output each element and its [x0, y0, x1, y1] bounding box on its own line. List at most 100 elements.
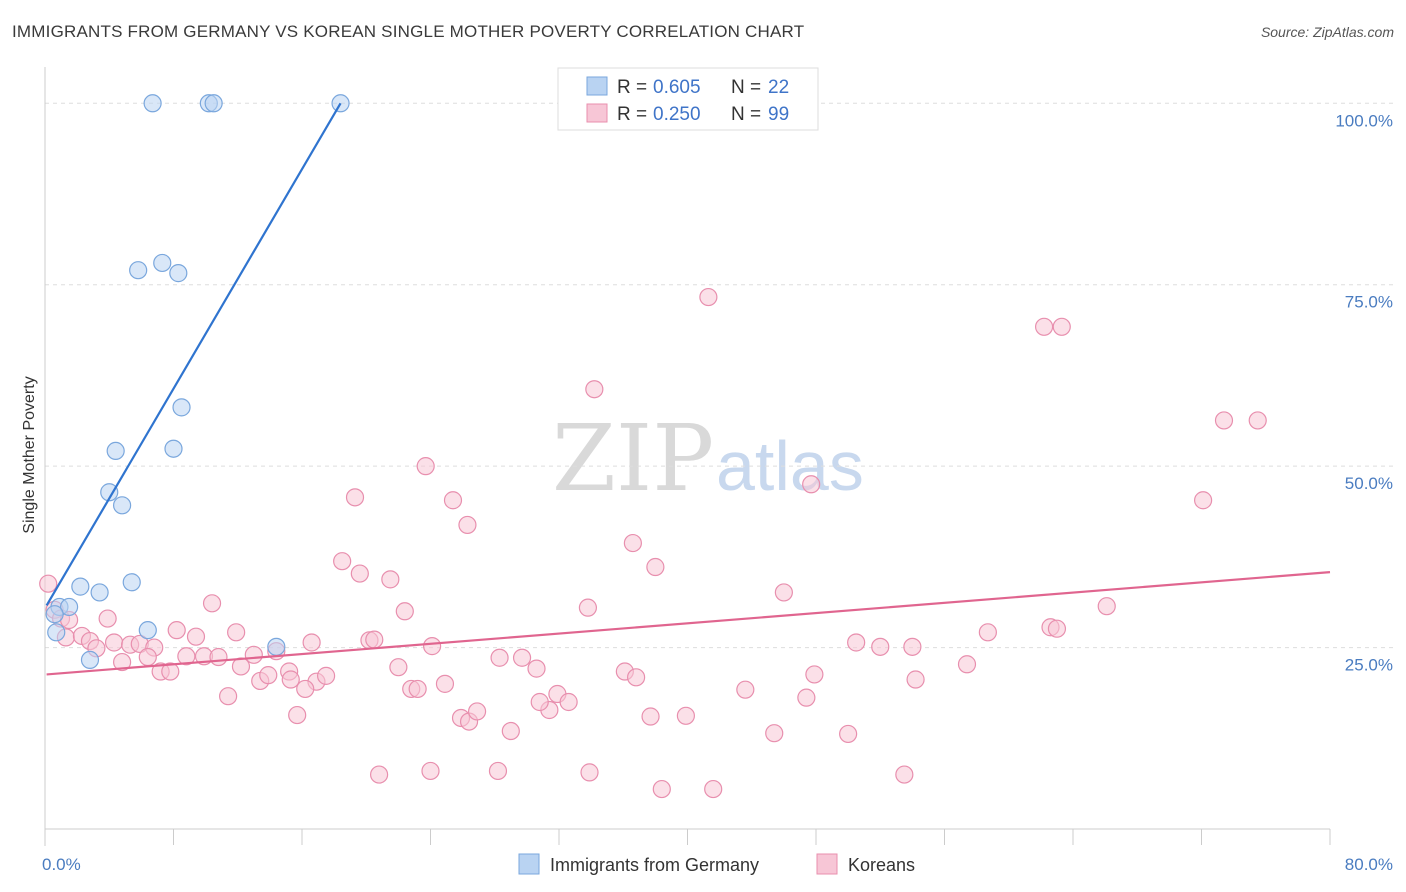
korean-point-33	[316, 666, 336, 685]
korean-point-78	[736, 680, 755, 699]
y-tick-label-3: 100.0%	[1335, 111, 1393, 130]
korean-trend-line	[46, 571, 1331, 676]
korean-point-35	[296, 679, 315, 699]
korean-point-91	[978, 623, 997, 642]
korean-point-62	[488, 761, 508, 781]
germany-point-21	[80, 650, 100, 670]
korean-point-71	[623, 533, 642, 553]
korean-point-72	[641, 707, 660, 726]
korean-point-26	[161, 662, 180, 681]
korean-point-41	[365, 630, 384, 649]
korean-point-68	[585, 380, 604, 399]
korean-point-59	[527, 659, 546, 678]
korean-point-97	[1194, 491, 1213, 510]
germany-point-5	[129, 261, 148, 280]
germany-point-17	[45, 605, 64, 624]
legend-r-label-germany: R =	[617, 77, 647, 98]
korean-point-82	[805, 665, 824, 684]
y-axis-title: Single Mother Poverty	[21, 376, 38, 533]
y-tick-label-0: 25.0%	[1345, 656, 1393, 675]
x-tick-labels: 0.0% 80.0%	[42, 855, 1393, 874]
korean-point-63	[530, 692, 549, 712]
legend-n-value-korean: 99	[768, 104, 789, 125]
korean-points	[39, 287, 1267, 799]
korean-point-57	[490, 648, 509, 667]
axes	[44, 67, 1331, 846]
y-tick-label-2: 75.0%	[1345, 293, 1393, 312]
korean-point-47	[423, 637, 442, 656]
legend-swatch-korean	[586, 103, 608, 123]
korean-point-46	[408, 679, 427, 699]
y-tick-labels: 25.0% 50.0% 75.0% 100.0%	[1335, 111, 1393, 674]
legend-swatch-germany	[586, 76, 608, 96]
germany-point-16	[59, 597, 79, 617]
korean-point-74	[652, 779, 671, 799]
watermark: ZIP atlas	[552, 405, 864, 512]
korean-point-24	[209, 647, 228, 667]
korean-point-87	[895, 765, 914, 784]
korean-point-39	[350, 564, 369, 583]
bottom-legend: Immigrants from Germany Koreans	[518, 853, 915, 875]
korean-point-13	[167, 621, 186, 640]
korean-point-31	[281, 670, 300, 689]
germany-point-14	[90, 583, 109, 602]
korean-point-88	[903, 637, 922, 656]
korean-point-14	[186, 627, 206, 646]
watermark-zip: ZIP	[552, 405, 714, 512]
germany-point-4	[153, 253, 172, 273]
x-tick-label-0: 0.0%	[42, 855, 81, 874]
germany-point-18	[138, 621, 157, 640]
korean-point-19	[302, 633, 321, 652]
korean-point-48	[435, 674, 455, 693]
germany-point-19	[47, 623, 66, 642]
germany-point-10	[100, 483, 119, 502]
korean-point-67	[580, 763, 599, 782]
korean-point-77	[699, 287, 718, 307]
korean-point-81	[797, 688, 816, 707]
korean-point-38	[345, 488, 365, 507]
korean-point-51	[416, 457, 435, 476]
legend: R = 0.605 N = 22 R = 0.250 N = 99	[557, 67, 819, 131]
germany-point-11	[112, 496, 132, 515]
germany-points	[45, 94, 350, 670]
germany-point-13	[71, 577, 90, 596]
korean-point-0	[39, 574, 58, 593]
korean-point-66	[578, 598, 598, 617]
korean-point-76	[704, 779, 723, 799]
germany-point-7	[172, 398, 191, 417]
korean-point-37	[333, 552, 352, 571]
korean-point-16	[227, 623, 246, 642]
korean-point-21	[138, 647, 157, 667]
germany-point-12	[122, 573, 141, 592]
legend-n-label-korean: N =	[731, 104, 761, 125]
bottom-legend-label-korean: Koreans	[848, 855, 915, 875]
korean-point-56	[467, 702, 487, 721]
germany-point-8	[106, 441, 125, 461]
korean-point-73	[646, 557, 665, 577]
germany-point-6	[169, 264, 188, 283]
korean-point-43	[395, 602, 414, 621]
germany-trend-line	[45, 102, 342, 607]
korean-point-65	[559, 692, 578, 712]
trend-lines	[45, 102, 1331, 676]
korean-point-90	[957, 655, 977, 674]
korean-point-83	[802, 475, 821, 494]
korean-point-52	[443, 491, 463, 510]
korean-point-42	[381, 570, 400, 589]
korean-point-4	[98, 609, 117, 628]
legend-r-value-korean: 0.250	[653, 104, 701, 125]
germany-point-0	[143, 94, 162, 113]
korean-point-92	[1034, 317, 1054, 336]
korean-point-9	[104, 633, 124, 652]
korean-point-44	[389, 658, 408, 677]
germany-point-20	[267, 637, 286, 656]
korean-point-85	[847, 633, 866, 652]
korean-point-22	[177, 647, 196, 666]
korean-point-80	[774, 583, 793, 602]
germany-point-2	[204, 94, 223, 113]
y-tick-label-1: 50.0%	[1345, 474, 1393, 493]
korean-point-34	[219, 687, 238, 706]
korean-point-36	[288, 705, 307, 725]
korean-point-96	[1097, 597, 1116, 616]
